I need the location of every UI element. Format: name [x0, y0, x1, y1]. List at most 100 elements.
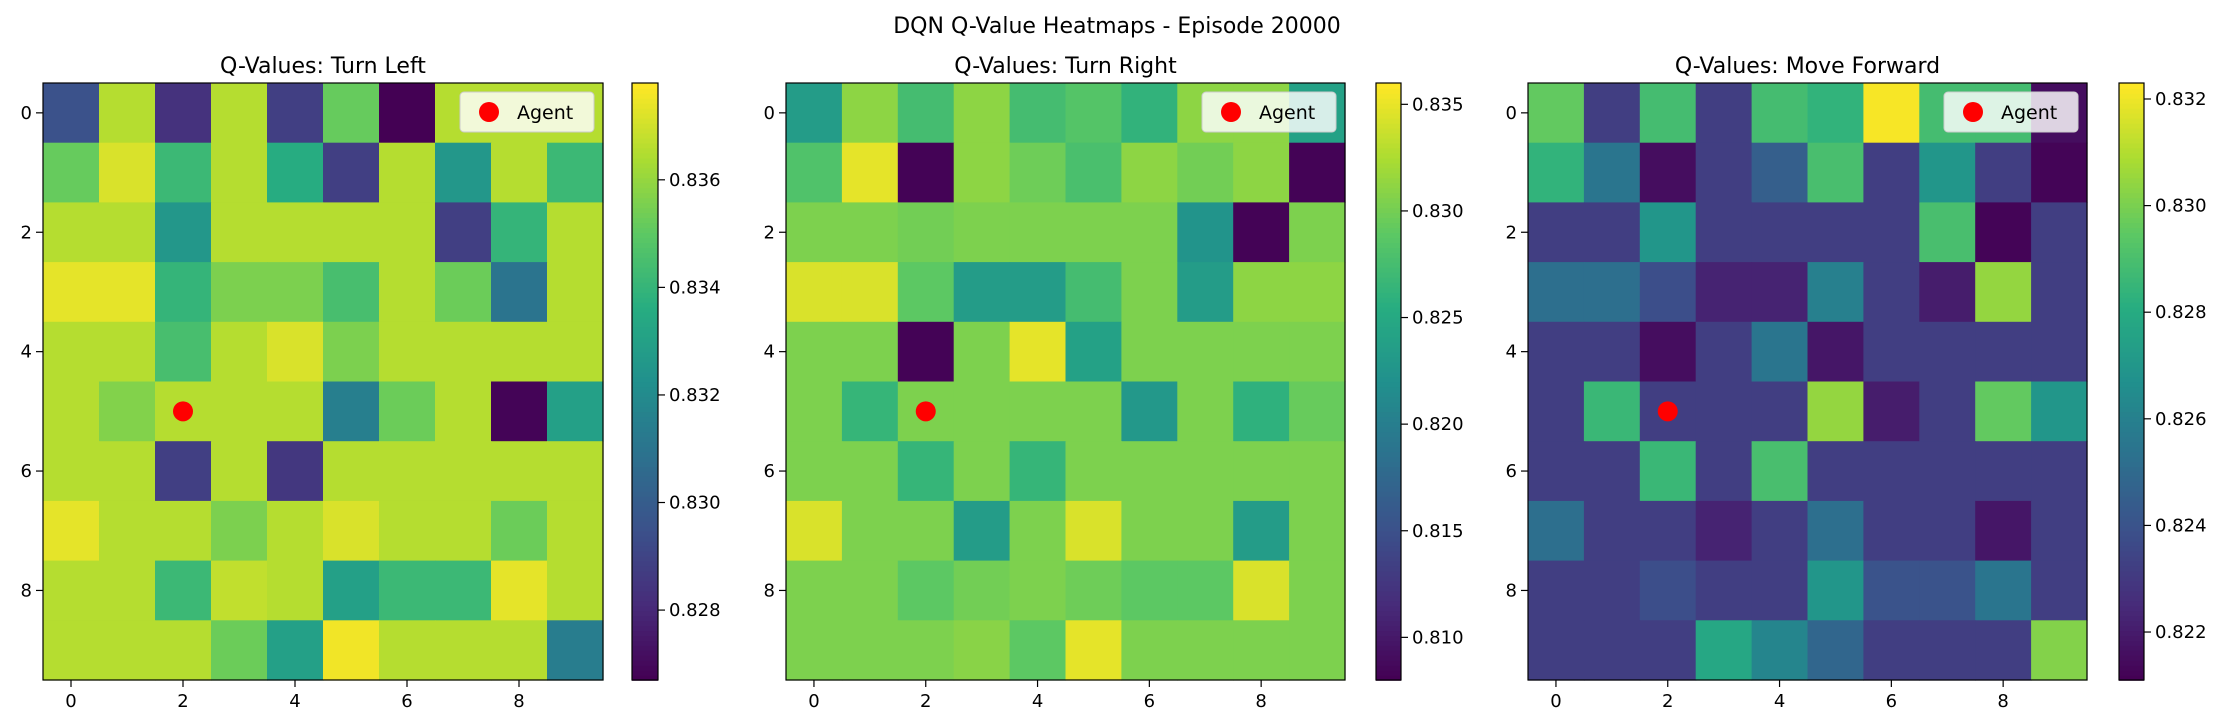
colorbar-segment: [632, 222, 658, 229]
colorbar-tick-label: 0.832: [669, 385, 721, 406]
heatmap-cell: [786, 441, 843, 502]
colorbar-segment: [1376, 625, 1401, 632]
heatmap-cell: [323, 262, 380, 323]
heatmap-cell: [1919, 620, 1976, 681]
legend: Agent: [1943, 91, 2079, 133]
colorbar-segment: [632, 490, 658, 497]
colorbar-segment: [2119, 286, 2144, 293]
colorbar-segment: [632, 386, 658, 393]
colorbar-segment: [2119, 351, 2144, 358]
colorbar-segment: [1376, 157, 1401, 164]
heatmap-cell: [1975, 500, 2032, 562]
colorbar-segment: [2119, 520, 2144, 527]
colorbar-segment: [1376, 630, 1401, 637]
colorbar-segment: [2119, 262, 2144, 268]
heatmap-cell: [1121, 202, 1178, 263]
colorbar-segment: [1376, 227, 1401, 234]
colorbar-segment: [632, 660, 658, 666]
colorbar-segment: [632, 296, 658, 303]
colorbar-segment: [1376, 127, 1401, 134]
heatmap-cell: [379, 262, 436, 323]
heatmap-cell: [897, 83, 955, 144]
heatmap-cell: [1009, 262, 1067, 323]
heatmap-cell: [1065, 441, 1122, 502]
colorbar-segment: [632, 306, 658, 313]
colorbar-segment: [2119, 545, 2144, 552]
colorbar-segment: [632, 530, 658, 537]
colorbar-segment: [632, 267, 658, 273]
legend-label: Agent: [1259, 102, 1315, 124]
heatmap-cell: [841, 321, 899, 383]
y-tick-label: 2: [1506, 222, 1517, 243]
colorbar-segment: [2119, 107, 2144, 114]
colorbar-segment: [2119, 675, 2144, 681]
colorbar-segment: [632, 620, 658, 627]
colorbar-segment: [632, 107, 658, 114]
heatmap-cell: [1639, 202, 1697, 263]
colorbar-segment: [1376, 391, 1401, 398]
heatmap-cell: [1121, 321, 1178, 383]
heatmap-cell: [841, 262, 899, 323]
colorbar-segment: [632, 426, 658, 433]
heatmap-cell: [1807, 321, 1864, 383]
colorbar-segment: [632, 316, 658, 323]
colorbar-segment: [2119, 580, 2144, 587]
colorbar-segment: [2119, 456, 2144, 462]
colorbar-segment: [1376, 336, 1401, 343]
colorbar-segment: [632, 590, 658, 597]
colorbar-segment: [2119, 102, 2144, 109]
colorbar-segment: [1376, 301, 1401, 308]
colorbar-segment: [1376, 306, 1401, 313]
heatmap-cell: [1528, 142, 1585, 203]
heatmap-cell: [1289, 321, 1346, 383]
heatmap-cell: [1528, 262, 1585, 323]
colorbar-segment: [632, 421, 658, 428]
y-tick-label: 6: [21, 461, 32, 482]
colorbar-segment: [2119, 247, 2144, 253]
colorbar-segment: [2119, 625, 2144, 632]
heatmap-cell: [1751, 500, 1809, 562]
heatmap-cell: [1121, 142, 1178, 203]
heatmap-cell: [211, 381, 268, 442]
heatmap-cell: [1583, 381, 1641, 442]
colorbar-segment: [1376, 406, 1401, 413]
colorbar-frame: [1375, 82, 1402, 681]
heatmap-cell: [1289, 500, 1346, 562]
heatmap-cell: [897, 441, 955, 502]
heatmap-cell: [43, 321, 100, 383]
heatmap-cell: [1975, 441, 2032, 502]
colorbar-segment: [632, 137, 658, 144]
colorbar-segment: [2119, 227, 2144, 234]
heatmap-cell: [1695, 83, 1753, 144]
colorbar-tick-label: 0.828: [669, 600, 721, 621]
colorbar-segment: [632, 630, 658, 637]
colorbar-segment: [1376, 525, 1401, 532]
colorbar-segment: [1376, 580, 1401, 587]
heatmap-cell: [379, 142, 436, 203]
colorbar-segment: [2119, 665, 2144, 671]
x-tick-label: 0: [65, 691, 76, 712]
heatmap-cell: [1583, 620, 1641, 681]
colorbar-segment: [632, 510, 658, 517]
colorbar-segment: [1376, 615, 1401, 622]
heatmap-cell: [953, 500, 1011, 562]
heatmap-cell: [491, 620, 548, 681]
colorbar-segment: [2119, 277, 2144, 283]
colorbar-segment: [2119, 535, 2144, 542]
colorbar-segment: [632, 610, 658, 617]
x-tick-label: 4: [1774, 691, 1785, 712]
colorbar-segment: [2119, 466, 2144, 472]
heatmap-cell: [1863, 500, 1920, 562]
heatmap-cell: [435, 321, 492, 383]
colorbar-segment: [632, 555, 658, 562]
heatmap-cell: [1863, 560, 1920, 621]
colorbar-segment: [632, 441, 658, 447]
heatmap-cell: [1695, 441, 1753, 502]
colorbar-segment: [632, 515, 658, 522]
colorbar-segment: [1376, 665, 1401, 671]
heatmap-cell: [1639, 83, 1697, 144]
heatmap-cell: [155, 620, 212, 681]
colorbar-segment: [1376, 102, 1401, 109]
heatmap-cell: [99, 321, 156, 383]
